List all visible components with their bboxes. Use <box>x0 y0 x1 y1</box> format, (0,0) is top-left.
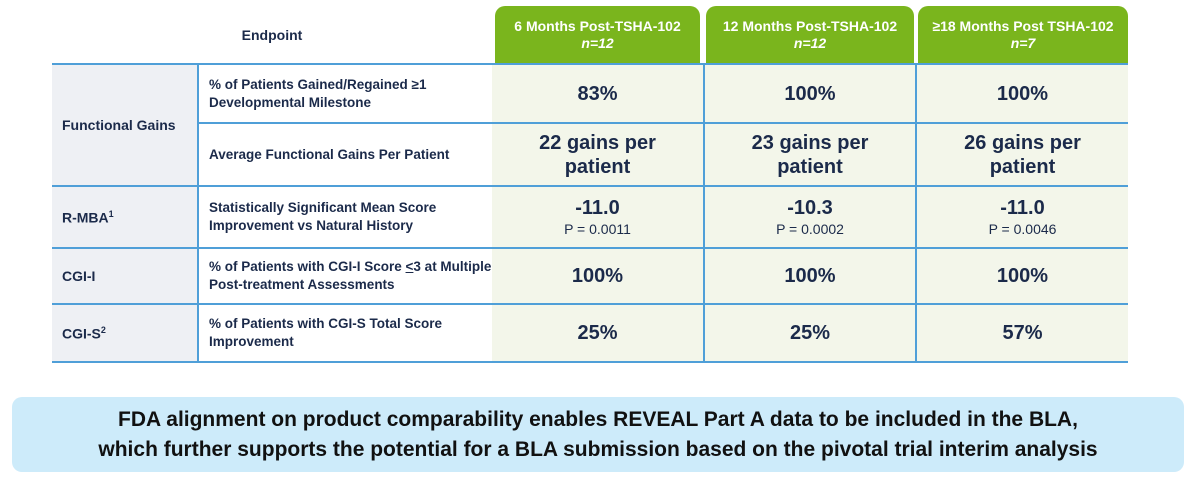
mean-score: -11.0 <box>1000 197 1045 219</box>
value-cell: 100% <box>492 247 704 305</box>
metric-cgis: % of Patients with CGI-S Total Score Imp… <box>197 303 492 363</box>
value-cell: -11.0 P = 0.0046 <box>915 185 1128 249</box>
value-cell: 83% <box>492 63 704 124</box>
metric-rmba: Statistically Significant Mean Score Imp… <box>197 185 492 249</box>
metric-cgii: % of Patients with CGI-I Score <3 at Mul… <box>197 247 492 305</box>
table-row: Average Functional Gains Per Patient 22 … <box>52 122 1128 187</box>
p-value: P = 0.0046 <box>988 221 1057 237</box>
banner-line: FDA alignment on product comparability e… <box>118 407 1078 431</box>
summary-banner: FDA alignment on product comparability e… <box>12 397 1184 472</box>
row-group-cgii: CGI-I <box>52 247 198 305</box>
metric-average-gains: Average Functional Gains Per Patient <box>197 122 492 187</box>
value-cell: 26 gains per patient <box>915 122 1128 187</box>
group-label: CGI-S <box>62 325 101 342</box>
table-row: Functional Gains % of Patients Gained/Re… <box>52 63 1128 187</box>
footnote-marker: 2 <box>100 324 106 335</box>
value-cell: 100% <box>703 247 916 305</box>
table-row: CGI-I % of Patients with CGI-I Score <3 … <box>52 247 1128 305</box>
value-cell: 25% <box>703 303 916 363</box>
column-header-18-months: ≥18 Months Post TSHA-102 n=7 <box>918 6 1128 63</box>
table-row: R-MBA1 Statistically Significant Mean Sc… <box>52 185 1128 249</box>
value-cell: 22 gains per patient <box>492 122 704 187</box>
value-cell: -11.0 P = 0.0011 <box>492 185 704 249</box>
value-cell: 100% <box>915 247 1128 305</box>
metric-symbol: < <box>405 259 414 274</box>
column-header-6-months: 6 Months Post-TSHA-102 n=12 <box>495 6 700 63</box>
value-text: 22 gains per patient <box>539 131 656 178</box>
value-cell: 100% <box>915 63 1128 124</box>
metric-text: 3 at Multiple Post-treatment Assessments <box>209 259 492 292</box>
value-text: 26 gains per patient <box>964 131 1081 178</box>
column-header-12-months: 12 Months Post-TSHA-102 n=12 <box>706 6 914 63</box>
metric-milestone: % of Patients Gained/Regained ≥1 Develop… <box>197 63 492 124</box>
endpoint-header: Endpoint <box>241 26 303 43</box>
mean-score: -11.0 <box>575 197 620 219</box>
column-sample-size: n=12 <box>581 34 614 51</box>
column-sample-size: n=12 <box>793 34 827 51</box>
banner-line: which further supports the potential for… <box>98 437 1098 461</box>
value-cell: 25% <box>492 303 704 363</box>
value-cell: 23 gains per patient <box>703 122 916 187</box>
group-label: R-MBA <box>62 209 109 226</box>
table-row: CGI-S2 % of Patients with CGI-S Total Sc… <box>52 303 1128 363</box>
value-cell: 100% <box>703 63 916 124</box>
results-table: Functional Gains % of Patients Gained/Re… <box>52 63 1128 363</box>
metric-text: % of Patients with CGI-I Score <box>209 259 406 274</box>
p-value: P = 0.0011 <box>564 221 631 237</box>
value-cell: -10.3 P = 0.0002 <box>703 185 916 249</box>
row-group-rmba: R-MBA1 <box>52 185 198 249</box>
column-title: ≥18 Months Post TSHA-102 <box>932 17 1114 34</box>
p-value: P = 0.0002 <box>776 221 844 237</box>
column-sample-size: n=7 <box>1010 34 1036 51</box>
row-group-functional-gains: Functional Gains <box>52 63 198 187</box>
column-title: 12 Months Post-TSHA-102 <box>722 17 898 34</box>
value-text: 23 gains per patient <box>751 131 869 178</box>
row-group-cgis: CGI-S2 <box>52 303 198 363</box>
value-cell: 57% <box>915 303 1128 363</box>
mean-score: -10.3 <box>787 197 833 219</box>
column-title: 6 Months Post-TSHA-102 <box>514 17 681 34</box>
footnote-marker: 1 <box>108 208 114 219</box>
